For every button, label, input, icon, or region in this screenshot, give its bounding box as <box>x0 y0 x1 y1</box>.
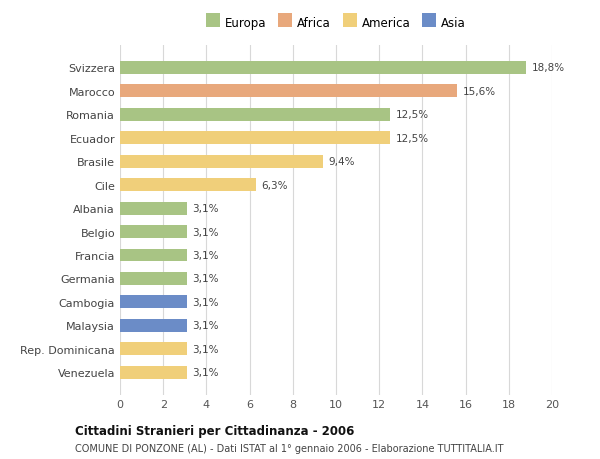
Bar <box>120 62 526 75</box>
Text: 3,1%: 3,1% <box>193 274 219 284</box>
Text: 15,6%: 15,6% <box>463 87 496 96</box>
Text: 6,3%: 6,3% <box>262 180 288 190</box>
Text: Cittadini Stranieri per Cittadinanza - 2006: Cittadini Stranieri per Cittadinanza - 2… <box>75 424 355 437</box>
Bar <box>120 132 390 145</box>
Text: 3,1%: 3,1% <box>193 297 219 307</box>
Text: 3,1%: 3,1% <box>193 368 219 377</box>
Text: 12,5%: 12,5% <box>395 134 428 143</box>
Bar <box>120 85 457 98</box>
Bar <box>120 319 187 332</box>
Text: 3,1%: 3,1% <box>193 321 219 330</box>
Text: COMUNE DI PONZONE (AL) - Dati ISTAT al 1° gennaio 2006 - Elaborazione TUTTITALIA: COMUNE DI PONZONE (AL) - Dati ISTAT al 1… <box>75 443 503 453</box>
Legend: Europa, Africa, America, Asia: Europa, Africa, America, Asia <box>206 17 466 30</box>
Bar <box>120 109 390 122</box>
Text: 18,8%: 18,8% <box>532 63 565 73</box>
Bar <box>120 272 187 285</box>
Text: 3,1%: 3,1% <box>193 251 219 260</box>
Text: 3,1%: 3,1% <box>193 204 219 213</box>
Bar <box>120 342 187 355</box>
Text: 12,5%: 12,5% <box>395 110 428 120</box>
Bar <box>120 179 256 192</box>
Text: 3,1%: 3,1% <box>193 344 219 354</box>
Bar <box>120 249 187 262</box>
Bar <box>120 156 323 168</box>
Bar <box>120 296 187 308</box>
Text: 9,4%: 9,4% <box>328 157 355 167</box>
Bar <box>120 225 187 239</box>
Bar <box>120 202 187 215</box>
Bar <box>120 366 187 379</box>
Text: 3,1%: 3,1% <box>193 227 219 237</box>
